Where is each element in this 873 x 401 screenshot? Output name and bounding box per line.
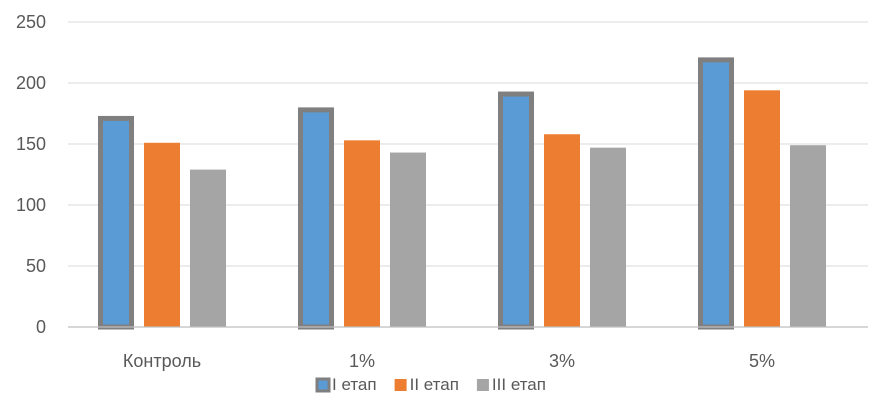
legend-label: III етап bbox=[492, 375, 546, 394]
bar-2-4 bbox=[744, 90, 780, 327]
legend-item-2: II етап bbox=[394, 375, 459, 394]
legend-swatch bbox=[476, 379, 489, 391]
bar-2-1 bbox=[144, 142, 180, 327]
x-category-label: Контроль bbox=[123, 351, 201, 371]
bar-1-1 bbox=[98, 115, 134, 330]
y-tick-label: 200 bbox=[16, 73, 46, 93]
legend-label: I етап bbox=[332, 375, 377, 394]
legend-swatch bbox=[394, 379, 407, 391]
y-tick-label: 100 bbox=[16, 195, 46, 215]
legend-swatch bbox=[315, 377, 331, 393]
y-tick-label: 0 bbox=[36, 317, 46, 337]
x-axis-category-labels: Контроль 1% 3% 5% bbox=[123, 351, 775, 371]
y-tick-label: 250 bbox=[16, 12, 46, 32]
bar-3-3 bbox=[590, 147, 626, 327]
bar-2-2 bbox=[344, 140, 380, 327]
bars bbox=[98, 57, 826, 330]
legend-item-3: III етап bbox=[476, 375, 546, 394]
x-category-label: 3% bbox=[549, 351, 575, 371]
bar-2-3 bbox=[544, 134, 580, 327]
bar-1-3 bbox=[498, 91, 534, 330]
bar-3-1 bbox=[190, 169, 226, 327]
y-axis-tick-labels: 0 50 100 150 200 250 bbox=[16, 12, 46, 337]
bar-1-4 bbox=[698, 57, 734, 330]
y-tick-label: 150 bbox=[16, 134, 46, 154]
bar-3-2 bbox=[390, 152, 426, 327]
bar-3-4 bbox=[790, 145, 826, 327]
x-category-label: 5% bbox=[749, 351, 775, 371]
bar-1-2 bbox=[298, 107, 334, 330]
y-tick-label: 50 bbox=[26, 256, 46, 276]
x-category-label: 1% bbox=[349, 351, 375, 371]
legend: I етап II етап III етап bbox=[315, 375, 546, 394]
legend-item-1: I етап bbox=[315, 375, 377, 394]
legend-label: II етап bbox=[410, 375, 459, 394]
